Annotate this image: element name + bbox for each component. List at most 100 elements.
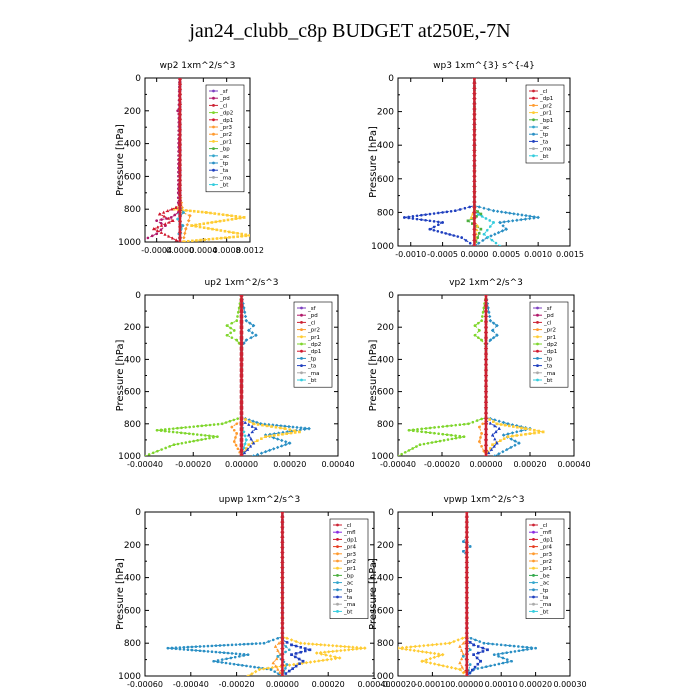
- legend-label: _bp1: [539, 118, 553, 124]
- data-point: [483, 453, 489, 456]
- data-point: [177, 161, 183, 166]
- data-point: [182, 235, 186, 240]
- data-point: [418, 443, 422, 447]
- data-point: [280, 580, 285, 585]
- y-tick-label: 0: [388, 508, 394, 518]
- legend-label: _cl: [219, 103, 228, 109]
- legend-marker: [536, 364, 539, 367]
- y-tick-label: 200: [124, 541, 141, 551]
- data-point: [464, 610, 469, 616]
- y-tick-label: 1000: [371, 242, 394, 252]
- data-point: [475, 215, 478, 218]
- data-point: [475, 419, 479, 422]
- legend-label: _dp1: [307, 349, 321, 355]
- data-point: [488, 338, 493, 342]
- data-point: [212, 659, 215, 663]
- data-point: [445, 433, 449, 436]
- y-tick-label: 200: [377, 108, 394, 118]
- data-point: [234, 436, 237, 439]
- panel-title: upwp 1xm^2/s^3: [219, 495, 300, 505]
- series-line-pr1: [398, 512, 468, 676]
- data-point: [188, 440, 192, 444]
- data-point: [464, 570, 469, 575]
- data-point: [240, 234, 244, 238]
- x-tick-label: -0.00020: [219, 680, 255, 689]
- data-point: [483, 384, 489, 389]
- data-point: [177, 105, 183, 111]
- data-point: [186, 239, 190, 242]
- data-point: [199, 433, 203, 437]
- data-point: [335, 644, 339, 648]
- y-axis-label: Pressure [hPa]: [368, 558, 379, 630]
- data-point: [468, 663, 472, 666]
- data-point: [218, 644, 222, 647]
- data-point: [239, 454, 244, 456]
- x-tick-label: 0.00040: [557, 460, 590, 469]
- data-point: [280, 595, 285, 600]
- data-point: [464, 605, 469, 611]
- data-point: [239, 389, 244, 394]
- data-point: [145, 454, 147, 456]
- data-point: [404, 645, 409, 649]
- x-tick-label: 0.00020: [519, 680, 552, 689]
- data-point: [273, 644, 278, 648]
- data-point: [504, 643, 507, 647]
- data-point: [460, 236, 464, 239]
- data-point: [219, 236, 223, 240]
- x-tick-label: 0.00040: [321, 460, 354, 469]
- data-point: [220, 422, 224, 426]
- data-point: [239, 368, 244, 372]
- data-point: [280, 668, 285, 673]
- data-point: [472, 137, 477, 143]
- data-point: [250, 424, 254, 428]
- data-point: [222, 651, 226, 655]
- legend-marker: [532, 111, 535, 114]
- data-point: [481, 238, 485, 243]
- data-point: [177, 85, 183, 90]
- data-point: [198, 225, 202, 229]
- data-point: [428, 219, 432, 223]
- data-point: [469, 215, 473, 219]
- data-point: [464, 662, 469, 668]
- data-point: [269, 668, 273, 671]
- data-point: [276, 655, 280, 658]
- data-point: [280, 438, 284, 443]
- data-point: [400, 647, 404, 651]
- data-point: [359, 646, 363, 651]
- data-point: [239, 379, 244, 383]
- x-tick-label: 0.00020: [513, 460, 546, 469]
- data-point: [424, 430, 428, 434]
- data-point: [240, 232, 243, 236]
- data-point: [280, 630, 285, 636]
- data-point: [468, 641, 472, 644]
- data-point: [271, 436, 276, 440]
- data-point: [473, 324, 477, 327]
- data-point: [206, 650, 210, 653]
- data-point: [169, 216, 173, 219]
- x-tick-label: 0.00020: [273, 460, 306, 469]
- data-point: [325, 658, 329, 662]
- data-point: [238, 643, 242, 646]
- data-point: [533, 428, 536, 432]
- data-point: [182, 648, 186, 651]
- data-point: [147, 453, 151, 456]
- data-point: [247, 433, 251, 437]
- panel-1: wp3 1xm^{3} s^{-4} Pressure [hPa] 0 200 400 6…: [368, 61, 584, 259]
- data-point: [239, 341, 244, 346]
- data-point: [283, 427, 287, 430]
- data-point: [461, 652, 465, 656]
- legend-label: _ma: [539, 602, 551, 608]
- data-point: [441, 221, 444, 224]
- legend-marker: [532, 602, 535, 606]
- data-point: [263, 450, 268, 454]
- data-point: [178, 239, 182, 242]
- data-point: [196, 424, 200, 428]
- data-point: [262, 667, 266, 671]
- data-point: [347, 645, 351, 649]
- data-point: [450, 424, 453, 427]
- data-point: [493, 437, 497, 441]
- data-point: [428, 431, 432, 435]
- data-point: [499, 210, 504, 214]
- data-point: [491, 209, 496, 213]
- data-point: [476, 662, 480, 666]
